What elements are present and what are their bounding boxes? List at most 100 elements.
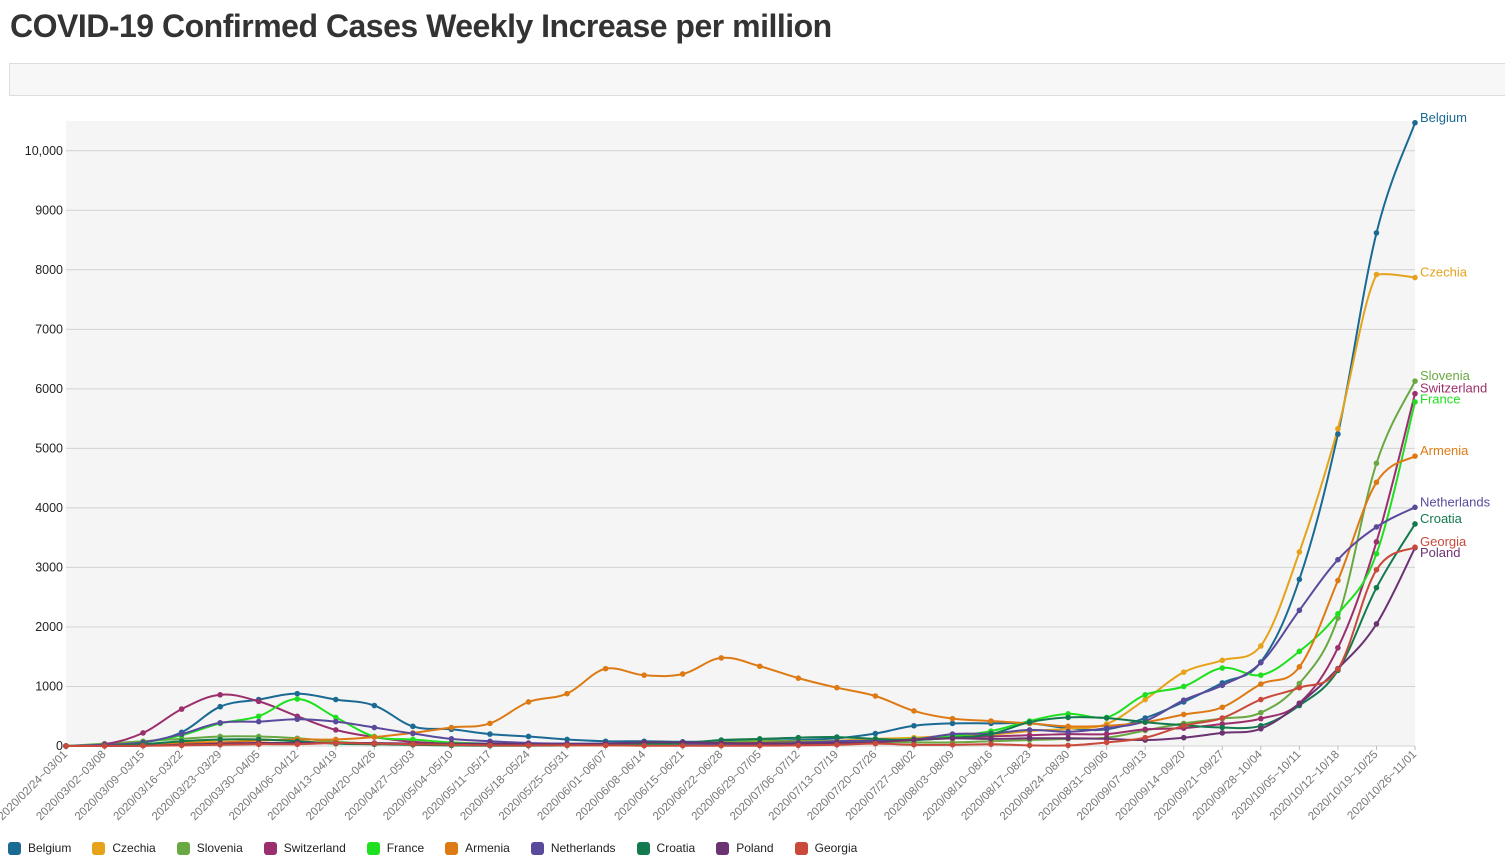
data-point-czechia[interactable] xyxy=(1373,271,1380,278)
data-point-georgia[interactable] xyxy=(1065,742,1071,749)
data-point-poland[interactable] xyxy=(911,736,917,743)
data-point-armenia[interactable] xyxy=(911,708,917,714)
data-point-slovenia[interactable] xyxy=(1335,615,1341,621)
data-point-czechia[interactable] xyxy=(1296,549,1303,555)
data-point-georgia[interactable] xyxy=(1412,544,1418,550)
data-point-croatia[interactable] xyxy=(1142,719,1148,725)
data-point-poland[interactable] xyxy=(1219,730,1226,736)
data-point-switzerland[interactable] xyxy=(1258,715,1264,722)
data-point-georgia[interactable] xyxy=(795,742,802,749)
data-point-armenia[interactable] xyxy=(564,690,570,697)
data-point-armenia[interactable] xyxy=(1065,723,1071,730)
data-point-switzerland[interactable] xyxy=(333,727,339,733)
data-point-georgia[interactable] xyxy=(1296,684,1303,691)
data-point-switzerland[interactable] xyxy=(1142,726,1148,733)
legend-item-croatia[interactable]: Croatia xyxy=(636,841,695,855)
data-point-belgium[interactable] xyxy=(217,703,223,710)
data-point-georgia[interactable] xyxy=(988,741,994,748)
data-point-belgium[interactable] xyxy=(333,696,339,703)
data-point-france[interactable] xyxy=(1142,692,1148,698)
data-point-france[interactable] xyxy=(1373,550,1380,557)
data-point-armenia[interactable] xyxy=(718,655,725,661)
data-point-belgium[interactable] xyxy=(525,733,532,740)
data-point-poland[interactable] xyxy=(1296,700,1303,707)
data-point-netherlands[interactable] xyxy=(333,718,339,725)
data-point-france[interactable] xyxy=(1258,672,1264,678)
data-point-czechia[interactable] xyxy=(1180,669,1187,675)
data-point-georgia[interactable] xyxy=(1373,567,1380,573)
data-point-france[interactable] xyxy=(1296,648,1303,655)
data-point-georgia[interactable] xyxy=(371,740,378,747)
data-point-switzerland[interactable] xyxy=(217,692,223,698)
data-point-georgia[interactable] xyxy=(255,741,262,748)
data-point-netherlands[interactable] xyxy=(371,724,378,731)
data-point-georgia[interactable] xyxy=(217,742,223,748)
data-point-croatia[interactable] xyxy=(834,734,840,740)
data-point-georgia[interactable] xyxy=(525,742,532,749)
data-point-slovenia[interactable] xyxy=(1258,709,1264,716)
data-point-switzerland[interactable] xyxy=(1412,390,1418,397)
legend-item-switzerland[interactable]: Switzerland xyxy=(263,841,346,855)
data-point-georgia[interactable] xyxy=(834,742,840,748)
data-point-georgia[interactable] xyxy=(410,741,416,748)
data-point-france[interactable] xyxy=(255,713,262,720)
data-point-georgia[interactable] xyxy=(872,740,879,747)
legend-item-belgium[interactable]: Belgium xyxy=(8,841,71,855)
data-point-belgium[interactable] xyxy=(410,723,416,730)
data-point-armenia[interactable] xyxy=(988,718,994,724)
legend-item-france[interactable]: France xyxy=(366,841,424,855)
data-point-armenia[interactable] xyxy=(795,675,802,681)
data-point-croatia[interactable] xyxy=(795,734,802,741)
data-point-czechia[interactable] xyxy=(1335,425,1341,432)
data-point-georgia[interactable] xyxy=(487,742,493,749)
data-point-slovenia[interactable] xyxy=(1296,680,1303,687)
legend-item-czechia[interactable]: Czechia xyxy=(92,841,156,855)
data-point-armenia[interactable] xyxy=(1335,577,1341,584)
data-point-georgia[interactable] xyxy=(1180,722,1187,729)
data-point-belgium[interactable] xyxy=(911,722,917,729)
data-point-armenia[interactable] xyxy=(641,672,647,678)
data-point-armenia[interactable] xyxy=(525,699,532,705)
data-point-georgia[interactable] xyxy=(1103,739,1110,746)
data-point-armenia[interactable] xyxy=(949,715,956,722)
data-point-armenia[interactable] xyxy=(834,684,840,691)
data-point-slovenia[interactable] xyxy=(1412,378,1418,384)
data-point-armenia[interactable] xyxy=(1373,479,1380,486)
data-point-georgia[interactable] xyxy=(602,742,609,749)
data-point-georgia[interactable] xyxy=(294,741,301,748)
data-point-switzerland[interactable] xyxy=(255,698,262,705)
data-point-switzerland[interactable] xyxy=(1103,731,1110,737)
data-point-czechia[interactable] xyxy=(1219,657,1226,664)
data-point-switzerland[interactable] xyxy=(178,706,185,712)
data-point-armenia[interactable] xyxy=(756,663,763,670)
data-point-netherlands[interactable] xyxy=(217,719,223,726)
data-point-armenia[interactable] xyxy=(1296,664,1303,670)
data-point-belgium[interactable] xyxy=(564,736,570,743)
data-point-poland[interactable] xyxy=(988,736,994,742)
data-point-switzerland[interactable] xyxy=(140,730,146,736)
data-point-croatia[interactable] xyxy=(1373,584,1380,591)
data-point-netherlands[interactable] xyxy=(255,718,262,725)
data-point-switzerland[interactable] xyxy=(1335,644,1341,651)
legend-item-poland[interactable]: Poland xyxy=(716,841,774,855)
data-point-france[interactable] xyxy=(410,736,416,743)
data-point-netherlands[interactable] xyxy=(1258,659,1264,666)
data-point-georgia[interactable] xyxy=(911,742,917,748)
data-point-netherlands[interactable] xyxy=(448,736,455,742)
data-point-poland[interactable] xyxy=(1258,725,1264,732)
data-point-armenia[interactable] xyxy=(1219,704,1226,711)
data-point-france[interactable] xyxy=(1180,683,1187,690)
data-point-armenia[interactable] xyxy=(1180,711,1187,718)
data-point-czechia[interactable] xyxy=(1412,274,1418,281)
data-point-croatia[interactable] xyxy=(756,736,763,742)
data-point-croatia[interactable] xyxy=(1219,724,1226,731)
data-point-croatia[interactable] xyxy=(988,731,994,737)
data-point-georgia[interactable] xyxy=(564,742,570,749)
data-point-netherlands[interactable] xyxy=(178,731,185,737)
data-point-georgia[interactable] xyxy=(1026,742,1033,749)
data-point-belgium[interactable] xyxy=(1335,431,1341,437)
data-point-belgium[interactable] xyxy=(1296,576,1303,583)
data-point-armenia[interactable] xyxy=(602,665,609,672)
data-point-armenia[interactable] xyxy=(487,720,493,727)
data-point-slovenia[interactable] xyxy=(1373,460,1380,467)
